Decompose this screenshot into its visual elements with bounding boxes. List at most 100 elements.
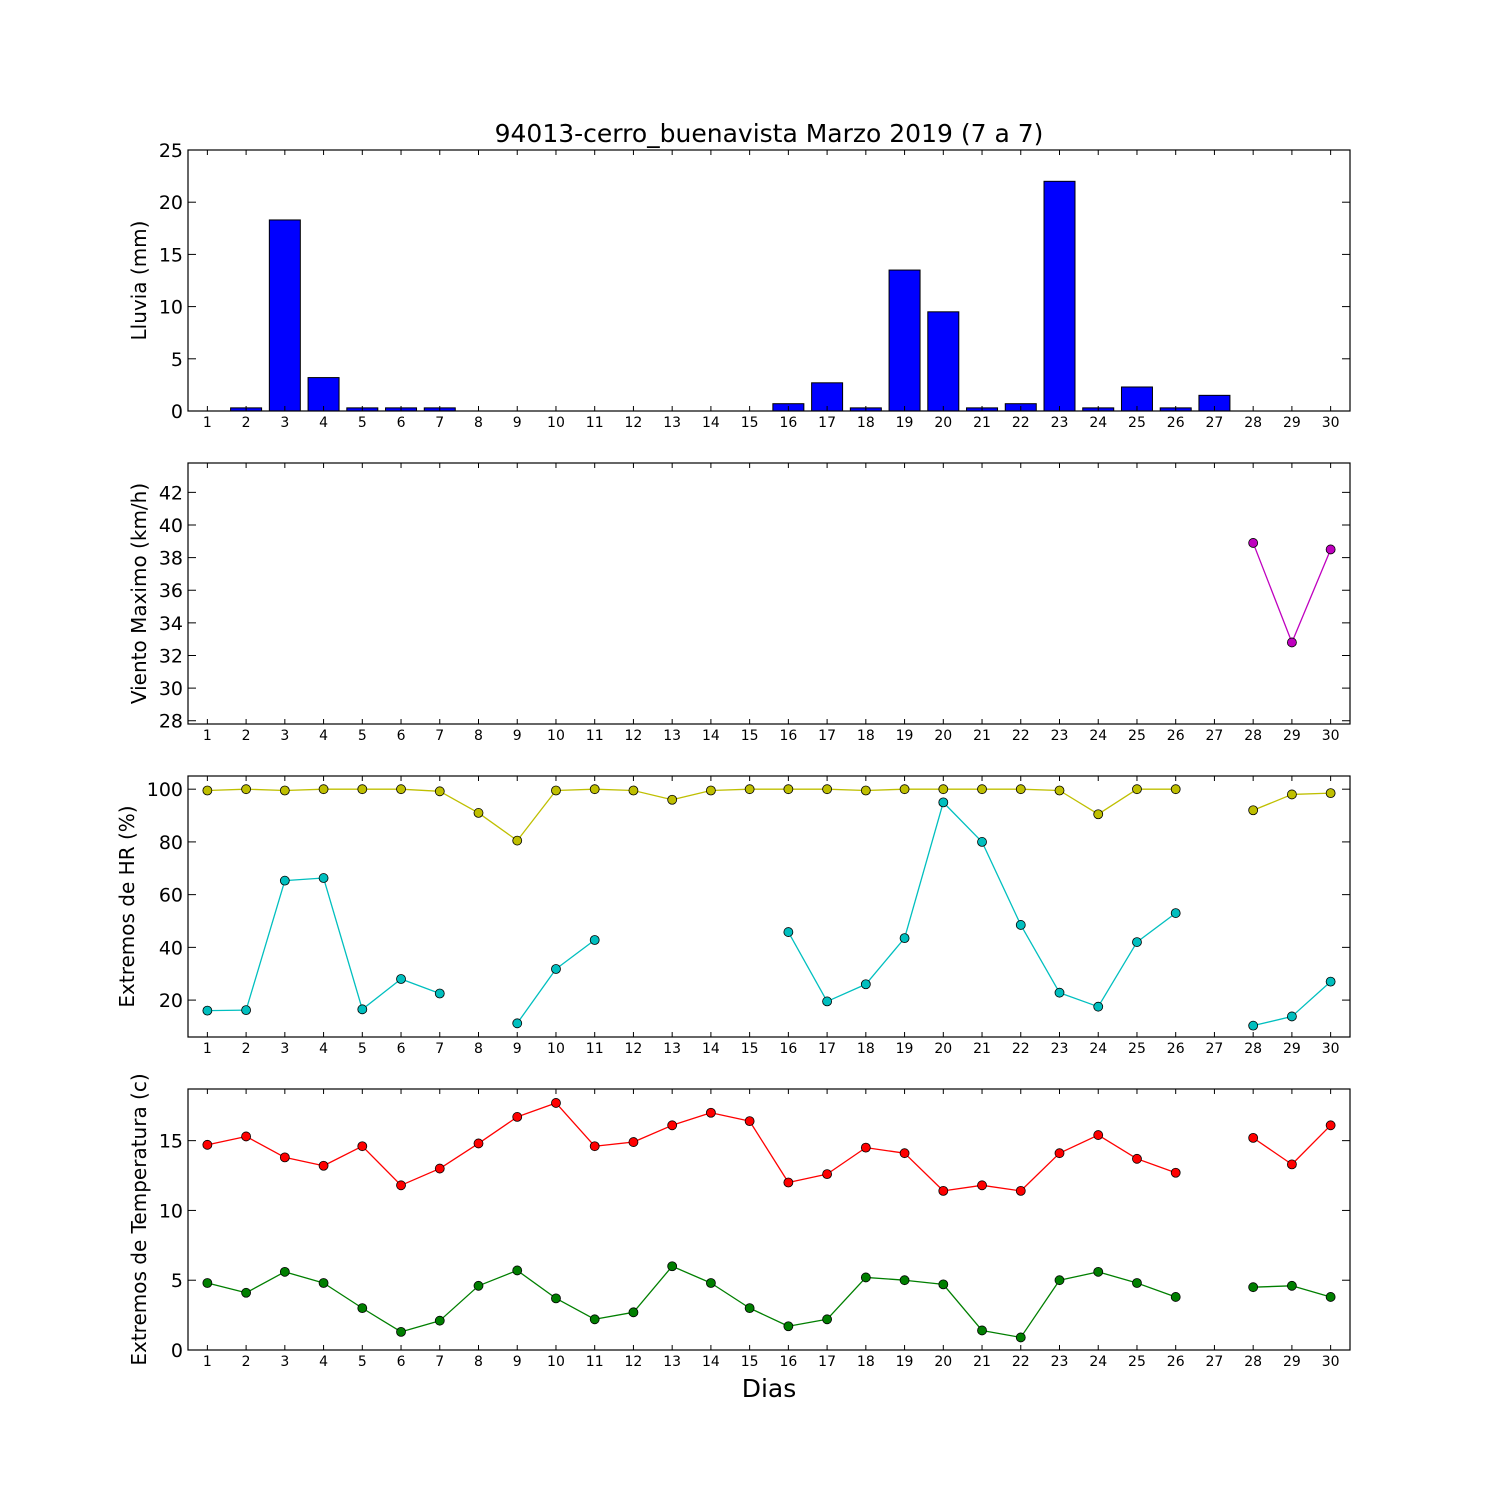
humidity-series-2-point-day-30 [1325, 976, 1336, 987]
rainfall-xtick-label: 2 [242, 415, 251, 431]
humidity-series-1-segment [1059, 789, 1099, 815]
humidity-series-2-segment [516, 968, 557, 1024]
humidity-xtick-label: 29 [1283, 1041, 1301, 1057]
humidity-xtick-label: 15 [741, 1041, 759, 1057]
rainfall-xtick-label: 24 [1089, 415, 1107, 431]
humidity-series-1-point-day-3 [279, 785, 290, 796]
wind-xtick-label: 30 [1322, 728, 1340, 744]
rainfall-xtick-label: 27 [1206, 415, 1224, 431]
wind-xtick-label: 6 [397, 728, 406, 744]
rainfall-xtick-label: 1 [203, 415, 212, 431]
temperature-series-1-segment [1291, 1124, 1332, 1165]
humidity-series-1-point-day-8 [473, 808, 484, 818]
rainfall-bar-day-19 [888, 269, 921, 412]
temperature-series-1-segment [478, 1116, 518, 1144]
temperature-ytick-label: 15 [159, 1131, 183, 1153]
wind-xtick-label: 25 [1128, 728, 1146, 744]
temperature-series-2-point-day-21 [977, 1325, 987, 1336]
humidity-series-2-point-day-6 [396, 974, 406, 984]
rainfall-bar-day-3 [268, 219, 301, 412]
wind-ytick-label: 40 [159, 515, 183, 537]
humidity-series-2-segment [1136, 912, 1177, 943]
humidity-xtick-label: 12 [625, 1041, 643, 1057]
temperature-series-2-segment [1253, 1285, 1292, 1288]
wind-ytick-label: 32 [159, 645, 183, 667]
humidity-series-2-segment [400, 978, 440, 995]
humidity-series-2-point-day-23 [1054, 987, 1065, 998]
humidity-series-2-segment [322, 877, 363, 1010]
temperature-series-1-segment [865, 1146, 905, 1154]
humidity-xtick-label: 9 [513, 1041, 522, 1057]
temperature-axes-frame [187, 1088, 1351, 1351]
temperature-series-1-point-day-17 [822, 1169, 832, 1180]
humidity-series-2-point-day-19 [899, 933, 910, 944]
temperature-series-2-point-day-14 [706, 1278, 716, 1288]
rainfall-y-axis-label: Lluvia (mm) [127, 221, 151, 341]
rainfall-xtick-label: 23 [1051, 415, 1069, 431]
temperature-series-2-segment [671, 1265, 712, 1284]
temperature-series-2-point-day-16 [783, 1321, 794, 1332]
temperature-series-1-point-day-30 [1325, 1120, 1336, 1131]
temperature-series-1-segment [1020, 1152, 1060, 1192]
humidity-series-1-segment [710, 788, 750, 792]
wind-series-1-segment [1252, 542, 1293, 643]
wind-xtick-label: 24 [1089, 728, 1107, 744]
humidity-series-2-point-day-1 [202, 1005, 213, 1016]
temperature-xtick-label: 9 [513, 1354, 522, 1370]
humidity-xtick-label: 19 [896, 1041, 914, 1057]
humidity-series-2-point-day-18 [860, 979, 871, 990]
humidity-series-2-segment [207, 1009, 247, 1012]
humidity-series-2-point-day-10 [551, 964, 561, 974]
wind-xtick-label: 17 [818, 728, 836, 744]
temperature-xtick-label: 30 [1322, 1354, 1340, 1370]
temperature-series-1-point-day-18 [860, 1142, 871, 1153]
temperature-series-2-point-day-26 [1170, 1292, 1181, 1302]
humidity-series-1-point-day-19 [899, 784, 910, 795]
humidity-series-2-segment [555, 939, 596, 970]
humidity-series-2-segment [1291, 981, 1332, 1017]
humidity-series-1-point-day-12 [628, 785, 639, 796]
temperature-series-1-segment [943, 1184, 983, 1192]
temperature-series-2-point-day-9 [512, 1265, 523, 1276]
temperature-xtick-label: 23 [1051, 1354, 1069, 1370]
temperature-xtick-label: 1 [203, 1354, 212, 1370]
wind-xtick-label: 3 [280, 728, 289, 744]
humidity-series-1-point-day-18 [860, 785, 871, 796]
humidity-series-2-point-day-5 [357, 1004, 368, 1015]
humidity-ytick-label: 40 [159, 937, 183, 959]
humidity-series-1-point-day-9 [512, 835, 523, 846]
wind-xtick-label: 9 [513, 728, 522, 744]
temperature-series-1-point-day-26 [1170, 1167, 1181, 1178]
humidity-xtick-label: 24 [1089, 1041, 1107, 1057]
humidity-ytick-label: 20 [159, 990, 183, 1012]
temperature-series-1-point-day-21 [977, 1180, 987, 1191]
wind-series-1-point-day-28 [1248, 538, 1259, 548]
humidity-xtick-label: 26 [1167, 1041, 1185, 1057]
rainfall-bar-day-20 [927, 311, 960, 412]
humidity-series-1-segment [439, 790, 479, 814]
humidity-xtick-label: 10 [547, 1041, 565, 1057]
wind-xtick-label: 14 [702, 728, 720, 744]
humidity-xtick-label: 13 [663, 1041, 681, 1057]
temperature-xtick-label: 7 [435, 1354, 444, 1370]
rainfall-axes-frame [187, 149, 1351, 412]
temperature-series-2-segment [710, 1282, 750, 1309]
temperature-series-2-segment [594, 1311, 634, 1320]
temperature-series-1-segment [788, 1173, 828, 1184]
wind-xtick-label: 11 [586, 728, 604, 744]
humidity-xtick-label: 25 [1128, 1041, 1146, 1057]
temperature-series-2-segment [1020, 1279, 1061, 1338]
rainfall-ytick-label: 25 [159, 140, 183, 162]
temperature-series-2-point-day-24 [1093, 1266, 1104, 1277]
temperature-series-1-segment [904, 1152, 944, 1192]
rainfall-xtick-label: 8 [474, 415, 483, 431]
humidity-series-2-segment [942, 801, 983, 843]
temperature-xtick-label: 22 [1012, 1354, 1030, 1370]
temperature-xtick-label: 26 [1167, 1354, 1185, 1370]
wind-xtick-label: 16 [779, 728, 797, 744]
humidity-series-2-segment [284, 877, 324, 882]
humidity-series-1-point-day-25 [1132, 784, 1142, 795]
humidity-xtick-label: 23 [1051, 1041, 1069, 1057]
